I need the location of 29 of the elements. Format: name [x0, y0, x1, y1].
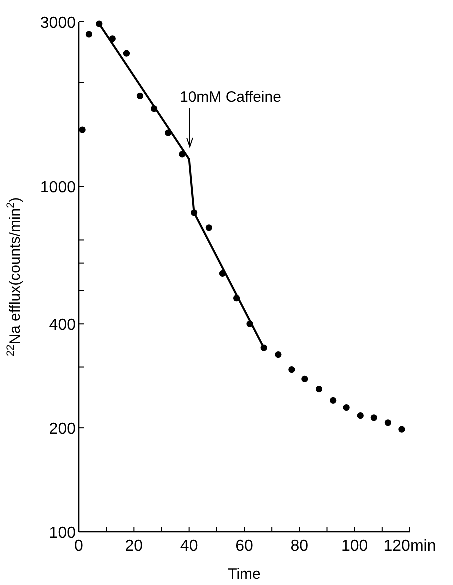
point: [384, 420, 392, 426]
x-tick-label: 80: [290, 538, 309, 555]
x-tick-label: 60: [236, 538, 254, 555]
annotation: 10mM Caffeine: [180, 89, 282, 106]
x-tick-label: 40: [180, 538, 198, 555]
x-tick-label: 20: [125, 538, 144, 555]
point: [357, 412, 364, 420]
point: [330, 397, 337, 404]
y-tick-label: 1000: [40, 180, 76, 197]
point: [86, 31, 93, 38]
x-axis-title: Time: [228, 566, 261, 583]
y-tick-label: 100: [49, 525, 76, 542]
point: [136, 92, 144, 100]
x-tick-label: 0: [74, 538, 84, 555]
point: [302, 376, 308, 383]
point: [275, 352, 282, 358]
x-tick-label: 100: [341, 538, 368, 555]
point: [370, 414, 378, 422]
y-tick-label: 3000: [40, 15, 76, 32]
point: [343, 404, 350, 412]
point: [79, 126, 86, 134]
point: [398, 426, 406, 433]
point: [288, 366, 296, 374]
y-tick-label: 400: [49, 317, 76, 334]
x-tick-label: 120min: [384, 538, 436, 555]
point: [206, 224, 212, 232]
point: [316, 386, 323, 393]
y-tick-label: 200: [49, 421, 76, 438]
point: [123, 50, 130, 57]
